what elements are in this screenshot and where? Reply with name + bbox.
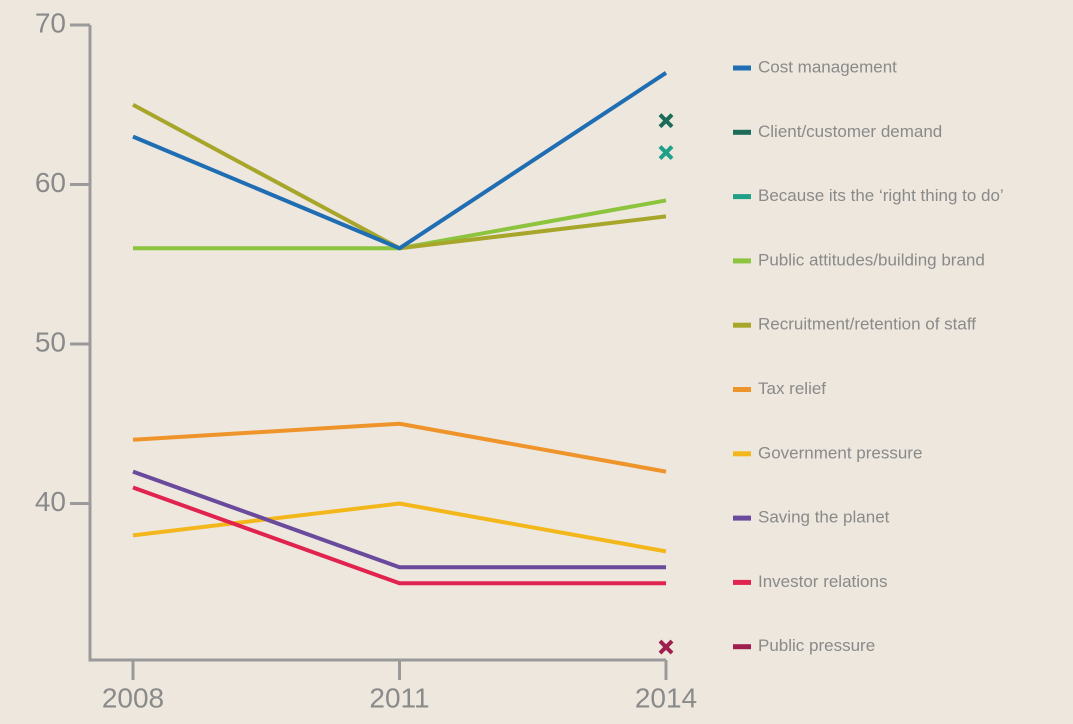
line <box>132 71 668 251</box>
legend-swatch <box>733 129 751 135</box>
legend-label: Recruitment/retention of staff <box>758 315 976 334</box>
legend-label: Tax relief <box>758 379 826 398</box>
line <box>132 501 667 554</box>
marker-x <box>658 639 674 655</box>
legend-label: Client/customer demand <box>758 122 942 141</box>
legend-label: Investor relations <box>758 572 887 591</box>
legend-label: Because its the ‘right thing to do’ <box>758 186 1004 205</box>
legend-swatch <box>733 322 751 328</box>
x-tick-label: 2011 <box>369 682 429 713</box>
legend-swatch <box>733 579 751 585</box>
legend-label: Government pressure <box>758 443 922 462</box>
legend-label: Saving the planet <box>758 508 890 527</box>
legend-swatch <box>733 194 751 200</box>
legend-swatch <box>733 387 751 392</box>
legend-label: Public attitudes/building brand <box>758 250 985 269</box>
marker-x <box>658 145 674 161</box>
legend-swatch <box>733 644 751 650</box>
legend-swatch <box>733 451 751 457</box>
legend-label: Public pressure <box>758 636 875 655</box>
x-tick-label: 2014 <box>635 682 697 713</box>
legend-swatch <box>733 515 751 521</box>
y-tick-label: 40 <box>35 486 66 517</box>
y-tick-label: 60 <box>35 167 66 198</box>
legend-swatch <box>733 258 751 264</box>
y-tick-label: 70 <box>35 7 66 38</box>
x-tick-label: 2008 <box>102 682 164 713</box>
y-tick-label: 50 <box>35 326 66 357</box>
line <box>132 485 666 586</box>
line <box>132 469 666 570</box>
marker-x <box>658 113 674 129</box>
legend-label: Cost management <box>758 57 897 76</box>
legend-swatch <box>733 65 751 71</box>
line <box>132 421 667 474</box>
